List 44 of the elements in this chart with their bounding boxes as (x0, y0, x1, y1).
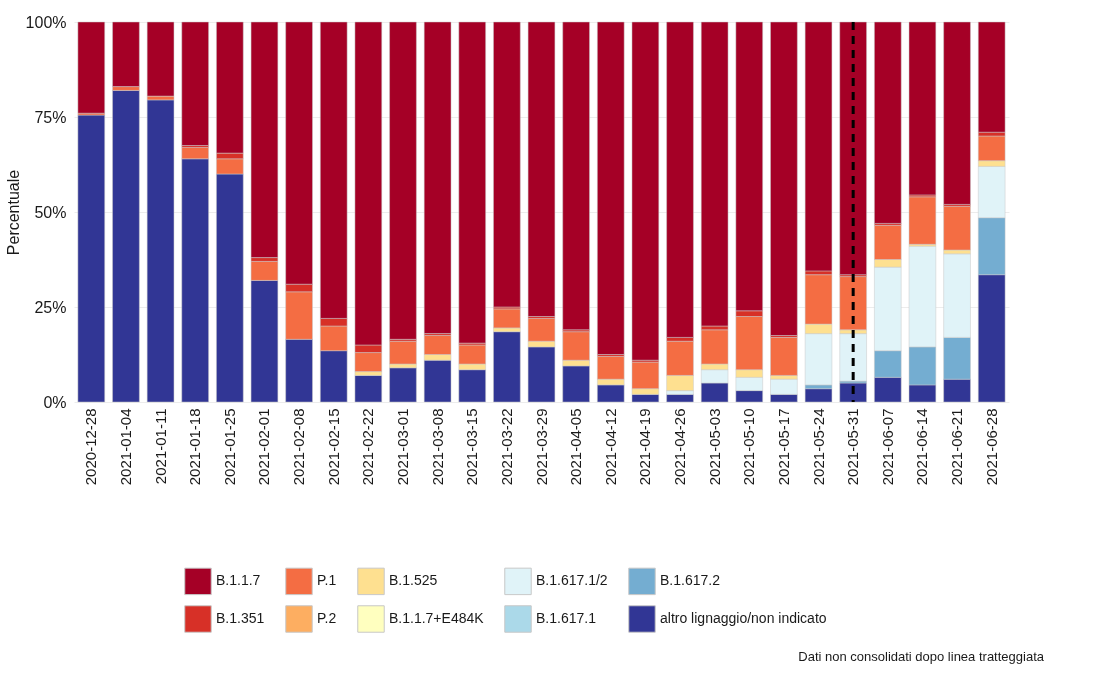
x-tick-label: 2021-06-07 (878, 408, 896, 486)
legend-label: B.1.525 (389, 572, 438, 589)
legend-label: B.1.351 (216, 610, 265, 626)
x-tick-label: 2021-03-29 (532, 408, 550, 486)
legend-label: B.1.617.1 (536, 610, 597, 626)
x-tick-label: 2021-01-11 (151, 408, 169, 485)
x-tick-label: 2021-03-08 (428, 408, 446, 486)
x-tick-label: 2021-02-22 (359, 408, 377, 486)
x-tick-label: 2021-01-04 (116, 408, 134, 486)
x-tick-label: 2021-03-22 (497, 408, 515, 486)
x-tick-label: 2021-06-21 (948, 408, 966, 486)
x-tick-label: 2021-05-03 (705, 408, 723, 486)
x-tick-label: 2021-05-17 (774, 408, 792, 486)
text: Dati non consolidati dopo linea tratteggiata (798, 649, 1045, 664)
legend-label: P.2 (317, 610, 337, 626)
x-tick-label: 2021-03-15 (463, 408, 481, 486)
y-tick-label: 0% (43, 393, 67, 411)
x-tick-label: 2021-06-28 (982, 408, 1000, 486)
legend-label: P.1 (317, 572, 337, 589)
x-tick-label: 2021-04-12 (601, 408, 619, 486)
x-tick-label: 2021-05-24 (809, 408, 827, 486)
x-tick-label: 2021-03-01 (393, 408, 411, 486)
x-tick-label: 2021-05-31 (844, 408, 862, 486)
y-tick-label: 75% (34, 108, 67, 126)
legend-label: B.1.1.7+E484K (389, 610, 485, 626)
x-tick-label: 2021-06-14 (913, 408, 931, 486)
legend-label: B.1.617.2 (660, 572, 721, 589)
y-axis-title: Percentuale (4, 169, 22, 256)
x-tick-label: 2020-12-28 (82, 408, 100, 486)
x-tick-label: 2021-02-08 (290, 408, 308, 486)
x-tick-label: 2021-02-15 (324, 408, 342, 486)
x-tick-label: 2021-01-18 (186, 408, 204, 486)
y-tick-label: 50% (34, 203, 67, 221)
legend-label: altro lignaggio/non indicato (660, 610, 827, 626)
y-tick-label: 100% (25, 13, 67, 31)
legend-label: B.1.617.1/2 (536, 572, 608, 589)
legend-label: B.1.1.7 (216, 572, 261, 589)
x-tick-label: 2021-04-19 (636, 408, 654, 486)
x-tick-label: 2021-02-01 (255, 408, 273, 486)
x-tick-label: 2021-04-26 (671, 408, 689, 486)
x-tick-label: 2021-01-25 (220, 408, 238, 486)
x-tick-label: 2021-05-10 (740, 408, 758, 486)
y-tick-label: 25% (34, 298, 67, 316)
x-tick-label: 2021-04-05 (567, 408, 585, 486)
